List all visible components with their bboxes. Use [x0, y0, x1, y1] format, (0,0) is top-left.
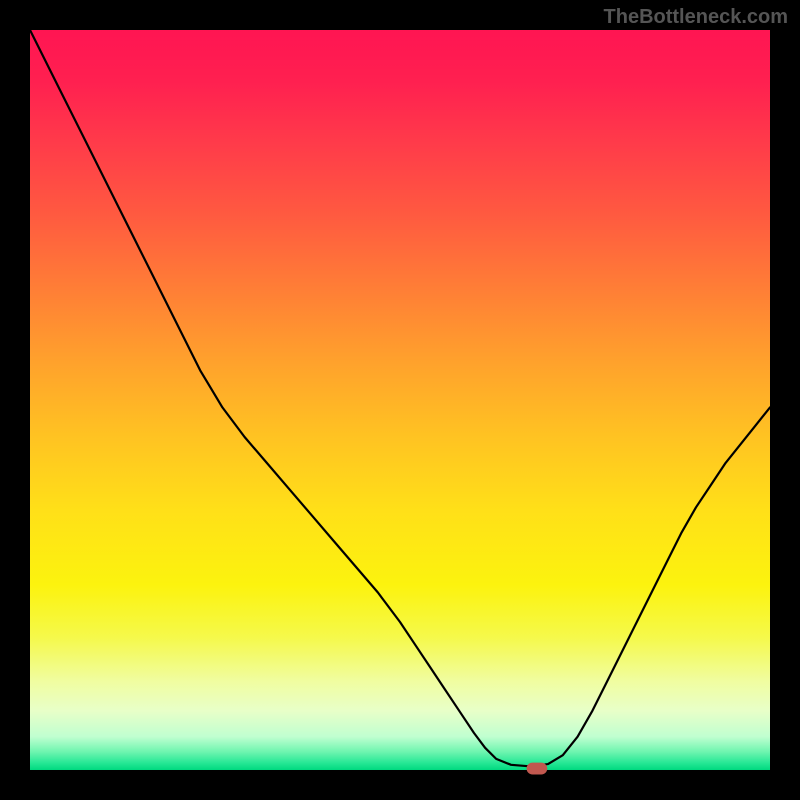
chart-container: TheBottleneck.com — [0, 0, 800, 800]
optimal-point-marker — [527, 763, 548, 775]
plot-gradient-background — [30, 30, 770, 770]
bottleneck-chart — [0, 0, 800, 800]
watermark-text: TheBottleneck.com — [604, 6, 788, 29]
